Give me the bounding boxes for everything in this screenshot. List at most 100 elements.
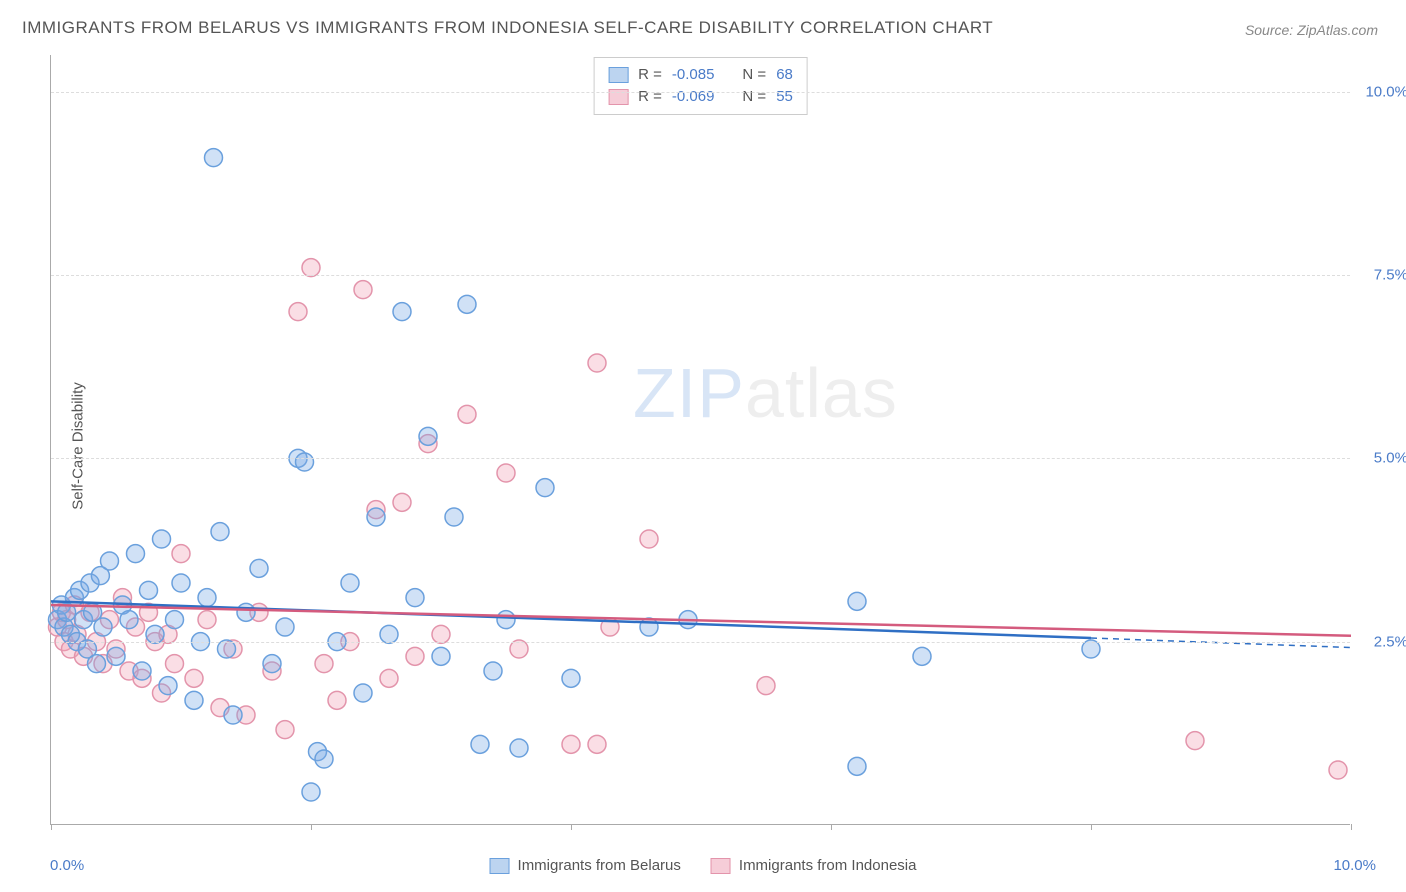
data-point xyxy=(302,783,320,801)
gridline xyxy=(51,642,1350,643)
data-point xyxy=(159,677,177,695)
data-point xyxy=(166,655,184,673)
data-point xyxy=(536,479,554,497)
r-label: R = xyxy=(638,64,662,86)
plot-area: ZIPatlas R = -0.085 N = 68 R = -0.069 N … xyxy=(50,55,1350,825)
y-tick-label: 5.0% xyxy=(1374,450,1406,467)
data-point xyxy=(510,640,528,658)
data-point xyxy=(354,281,372,299)
stats-row-indonesia: R = -0.069 N = 55 xyxy=(608,86,793,108)
data-point xyxy=(224,706,242,724)
data-point xyxy=(380,625,398,643)
legend-item-indonesia: Immigrants from Indonesia xyxy=(711,857,917,874)
x-tick xyxy=(1351,824,1352,830)
data-point xyxy=(510,739,528,757)
data-point xyxy=(218,640,236,658)
data-point xyxy=(419,427,437,445)
data-point xyxy=(757,677,775,695)
data-point xyxy=(140,581,158,599)
legend-label-belarus: Immigrants from Belarus xyxy=(518,857,681,874)
data-point xyxy=(913,647,931,665)
n-value-belarus: 68 xyxy=(776,64,793,86)
data-point xyxy=(250,559,268,577)
data-point xyxy=(484,662,502,680)
source-attribution: Source: ZipAtlas.com xyxy=(1245,22,1378,38)
n-label: N = xyxy=(742,64,766,86)
data-point xyxy=(354,684,372,702)
data-point xyxy=(432,647,450,665)
data-point xyxy=(172,545,190,563)
data-point xyxy=(237,603,255,621)
data-point xyxy=(94,618,112,636)
data-point xyxy=(276,618,294,636)
data-point xyxy=(380,669,398,687)
trend-line-extrapolation xyxy=(1091,638,1351,648)
gridline xyxy=(51,275,1350,276)
data-point xyxy=(562,669,580,687)
data-point xyxy=(588,735,606,753)
data-point xyxy=(1186,732,1204,750)
data-point xyxy=(367,508,385,526)
data-point xyxy=(289,303,307,321)
data-point xyxy=(276,721,294,739)
r-value-indonesia: -0.069 xyxy=(672,86,715,108)
data-point xyxy=(393,303,411,321)
stats-legend: R = -0.085 N = 68 R = -0.069 N = 55 xyxy=(593,57,808,115)
chart-title: IMMIGRANTS FROM BELARUS VS IMMIGRANTS FR… xyxy=(22,18,993,38)
data-point xyxy=(153,530,171,548)
x-tick xyxy=(311,824,312,830)
data-point xyxy=(185,691,203,709)
data-point xyxy=(263,655,281,673)
x-tick xyxy=(571,824,572,830)
data-point xyxy=(328,691,346,709)
data-point xyxy=(127,545,145,563)
data-point xyxy=(172,574,190,592)
series-legend: Immigrants from Belarus Immigrants from … xyxy=(490,857,917,874)
data-point xyxy=(640,530,658,548)
legend-item-belarus: Immigrants from Belarus xyxy=(490,857,681,874)
data-point xyxy=(146,625,164,643)
y-tick-label: 10.0% xyxy=(1365,83,1406,100)
data-point xyxy=(1329,761,1347,779)
data-point xyxy=(471,735,489,753)
data-point xyxy=(406,647,424,665)
data-point xyxy=(393,493,411,511)
swatch-belarus-icon xyxy=(490,858,510,874)
data-point xyxy=(198,589,216,607)
data-point xyxy=(133,662,151,680)
data-point xyxy=(198,611,216,629)
data-point xyxy=(848,757,866,775)
stats-row-belarus: R = -0.085 N = 68 xyxy=(608,64,793,86)
data-point xyxy=(302,259,320,277)
x-axis-max-label: 10.0% xyxy=(1333,857,1376,874)
data-point xyxy=(848,592,866,610)
r-label: R = xyxy=(638,86,662,108)
data-point xyxy=(88,655,106,673)
data-point xyxy=(120,611,138,629)
data-point xyxy=(107,647,125,665)
data-point xyxy=(296,453,314,471)
y-tick-label: 2.5% xyxy=(1374,633,1406,650)
data-point xyxy=(211,523,229,541)
gridline xyxy=(51,92,1350,93)
legend-label-indonesia: Immigrants from Indonesia xyxy=(739,857,917,874)
n-value-indonesia: 55 xyxy=(776,86,793,108)
r-value-belarus: -0.085 xyxy=(672,64,715,86)
chart-canvas xyxy=(51,55,1350,824)
data-point xyxy=(205,149,223,167)
data-point xyxy=(166,611,184,629)
data-point xyxy=(445,508,463,526)
data-point xyxy=(588,354,606,372)
x-tick xyxy=(831,824,832,830)
data-point xyxy=(315,655,333,673)
data-point xyxy=(458,295,476,313)
x-tick xyxy=(1091,824,1092,830)
data-point xyxy=(1082,640,1100,658)
data-point xyxy=(432,625,450,643)
n-label: N = xyxy=(742,86,766,108)
swatch-indonesia-icon xyxy=(711,858,731,874)
data-point xyxy=(640,618,658,636)
data-point xyxy=(562,735,580,753)
data-point xyxy=(406,589,424,607)
data-point xyxy=(497,464,515,482)
